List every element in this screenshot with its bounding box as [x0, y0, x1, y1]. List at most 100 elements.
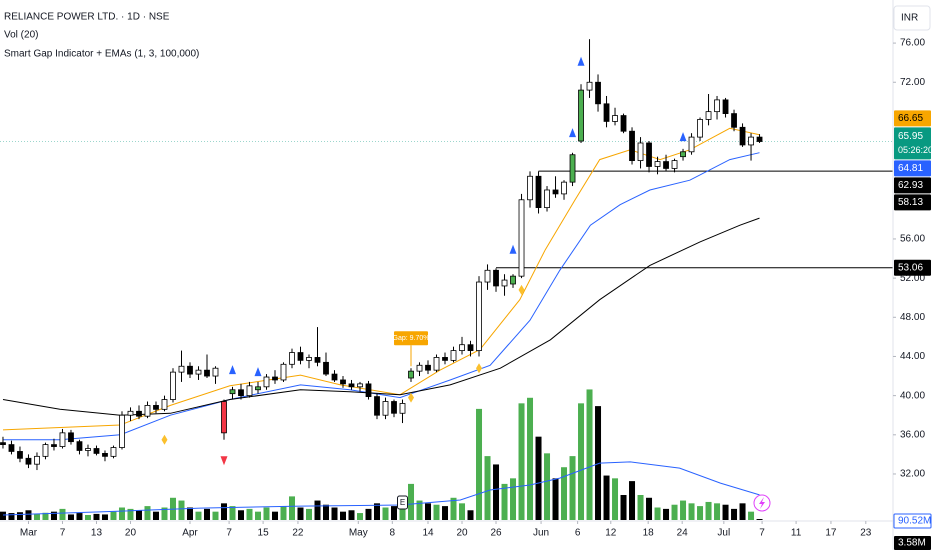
x-tick-label: May: [349, 528, 368, 539]
volume-bar: [518, 403, 525, 520]
candle-body: [561, 181, 567, 195]
candle-body: [697, 119, 703, 138]
volume-bar: [271, 511, 278, 520]
volume-bar: [620, 495, 627, 520]
volume-bar: [722, 504, 729, 520]
volume-bar: [42, 512, 49, 520]
volume-bar: [67, 514, 74, 520]
candle-body: [688, 136, 695, 153]
x-tick-label: Mar: [20, 528, 38, 539]
candle-body: [153, 405, 159, 410]
volume-bar: [467, 510, 474, 520]
y-tick-label: 72.00: [900, 77, 925, 88]
candle-body: [102, 453, 108, 457]
volume-bar: [0, 511, 6, 520]
x-tick-label: Jun: [533, 528, 549, 539]
volume-bar: [263, 507, 270, 520]
x-tick-label: 11: [791, 528, 802, 539]
volume-bar: [8, 513, 15, 520]
chart-title: RELIANCE POWER LTD. · 1D · NSE: [4, 12, 170, 23]
price-label-box: [894, 127, 931, 160]
candle-body: [493, 269, 499, 287]
currency: INR: [901, 13, 918, 24]
volume-bar: [442, 506, 449, 520]
candle-body: [161, 399, 168, 410]
candle-body: [42, 444, 49, 457]
volume-bar: [697, 506, 704, 520]
price-label-box: [894, 110, 931, 127]
candle-body: [518, 199, 525, 277]
candle-body: [510, 275, 516, 285]
gap-up-marker: [509, 244, 517, 254]
price-label: 62.93: [898, 180, 923, 191]
volume-bar: [688, 503, 695, 520]
y-tick-label: 32.00: [900, 469, 925, 480]
candle-body: [425, 364, 431, 371]
volume-bar: [374, 503, 381, 520]
candle-body: [76, 441, 83, 451]
gap-up-marker: [254, 367, 262, 377]
volume-bar: [16, 512, 23, 520]
volume-bar: [288, 496, 295, 520]
currency-box[interactable]: [893, 5, 931, 31]
volume-bar: [714, 503, 721, 520]
volume-bar: [186, 507, 193, 520]
volume-bar: [391, 506, 398, 520]
volume-bar: [561, 467, 568, 520]
volume-bar: [671, 504, 678, 520]
volume-bar: [476, 408, 483, 520]
volume-bar: [178, 500, 185, 520]
volume-bar: [527, 397, 534, 520]
volume-bar: [578, 403, 585, 520]
volume-bar: [365, 508, 372, 520]
volume-bar: [544, 453, 551, 520]
x-tick-label: 12: [605, 528, 617, 539]
gap-fill-marker: [161, 434, 168, 445]
volume-bar: [33, 513, 40, 520]
gap-fill-marker: [408, 392, 415, 403]
volume-bar: [595, 406, 602, 520]
indicator-label: Smart Gap Indicator + EMAs (1, 3, 100,00…: [4, 49, 199, 60]
candle-body: [382, 401, 389, 416]
y-tick-label: 52.00: [900, 273, 925, 284]
candle-body: [212, 367, 219, 377]
candle-body: [484, 269, 491, 283]
y-tick-label: 44.00: [900, 351, 925, 362]
volume-bar: [654, 507, 661, 520]
candle-body: [204, 369, 210, 377]
volume-bar: [416, 500, 423, 520]
volume-bar: [331, 507, 338, 520]
volume-bar: [306, 508, 313, 520]
ema-line: [2, 127, 760, 431]
volume-last-box: [894, 536, 931, 550]
gap-down-marker: [220, 456, 228, 466]
price-label: 58.13: [898, 197, 923, 208]
volume-bar: [382, 507, 389, 520]
candle-body: [17, 451, 23, 459]
volume-bar: [756, 519, 763, 520]
candle-body: [731, 113, 737, 128]
candle-body: [714, 99, 720, 113]
candle-body: [467, 344, 474, 351]
candle-body: [340, 379, 346, 385]
annotation-text: Gap: 9.70%: [393, 335, 430, 342]
x-tick-label: 13: [91, 528, 103, 539]
volume-bar: [603, 475, 610, 520]
candle-body: [680, 151, 686, 158]
annotation-box: [394, 331, 429, 346]
y-tick-label: 40.00: [900, 390, 925, 401]
volume-bar: [450, 497, 457, 520]
candle-body: [110, 447, 117, 457]
y-tick-label: 76.00: [900, 38, 925, 49]
price-label: 65.95: [898, 131, 923, 142]
volume-bar: [220, 503, 227, 520]
earnings-label: E: [400, 498, 405, 507]
candle-body: [93, 448, 100, 454]
volume-bar: [348, 510, 355, 520]
volume-ma-box: [893, 513, 932, 529]
volume-bar: [399, 508, 406, 520]
candle-body: [8, 444, 15, 452]
candle-body: [323, 361, 329, 375]
candle-body: [187, 365, 193, 375]
